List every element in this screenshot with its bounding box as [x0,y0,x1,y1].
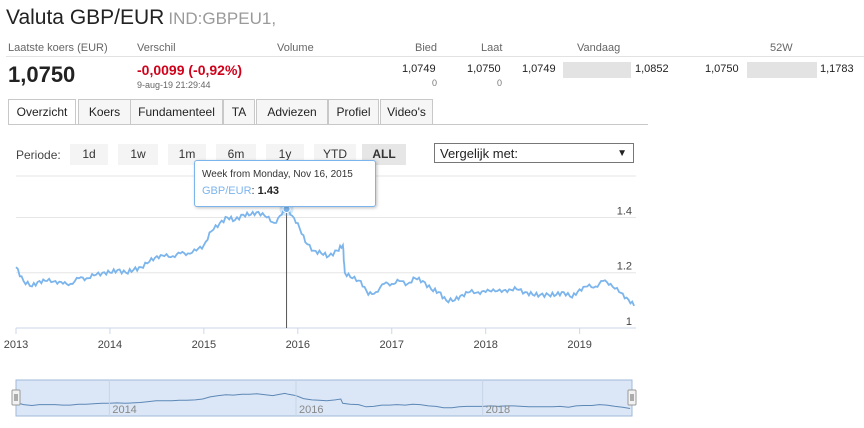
instrument-name: Valuta GBP/EUR [6,6,165,29]
ask-price: 1,0750 [467,63,501,75]
navigator-tick-label: 2014 [112,404,136,416]
period-ytd-button[interactable]: YTD [314,144,356,165]
last-price-label: Laatste koers (EUR) [8,42,108,54]
week52-range-bar [747,62,817,78]
compare-select-label: Vergelijk met: [440,146,519,161]
tab-profiel[interactable]: Profiel [328,99,379,124]
period-1m-button[interactable]: 1m [168,144,206,165]
bid-size: 0 [432,78,438,88]
tab-koers[interactable]: Koers [78,99,131,124]
x-axis: 2013 2014 2015 2016 2017 2018 2019 [4,327,636,351]
chevron-down-icon: ▼ [617,148,627,159]
bid-price: 1,0749 [402,63,436,75]
navigator-axis: 2014 2016 2018 [108,380,510,416]
periode-label: Periode: [16,148,61,162]
last-price: 1,0750 [8,62,76,87]
x-tick-label: 2019 [567,339,591,351]
navigator-series-line [15,392,631,409]
x-tick-label: 2018 [473,339,497,351]
y-tick-label: 1 [626,316,632,328]
period-1d-button[interactable]: 1d [70,144,108,165]
ask-label: Laat [481,42,503,54]
bid-label: Bied [415,42,438,54]
navigator-handle-right[interactable] [627,389,637,406]
navigator-window [15,379,633,417]
period-6m-button[interactable]: 6m [216,144,256,165]
volume-label: Volume [277,42,314,54]
tab-fundamenteel[interactable]: Fundamenteel [130,99,223,124]
week52-high: 1,1783 [820,63,854,75]
chart-tooltip: Week from Monday, Nov 16, 2015 GBP/EUR: … [194,160,376,207]
price-change: -0,0099 (-0,92%) [137,62,243,78]
x-tick-label: 2014 [98,339,122,351]
today-label: Vandaag [577,42,621,54]
series-line-gbp-eur [15,206,635,307]
navigator-handles [11,389,637,406]
tooltip-heading: Week from Monday, Nov 16, 2015 [202,169,353,180]
navigator-tick-label: 2018 [486,404,510,416]
tab-ta[interactable]: TA [223,99,255,124]
period-1w-button[interactable]: 1w [118,144,158,165]
x-tick-label: 2017 [380,339,404,351]
y-tick-label: 1.4 [617,205,632,217]
quote-timestamp: 9-aug-19 21:29:44 [137,80,211,90]
week52-low: 1,0750 [705,63,739,75]
week52-label: 52W [770,42,793,54]
y-tick-label: 1.2 [617,261,632,273]
x-tick-label: 2013 [4,339,28,351]
today-range-bar [563,62,631,78]
today-low: 1,0749 [522,63,556,75]
x-tick-label: 2016 [286,339,310,351]
tab-divider [8,124,648,125]
tab-overzicht[interactable]: Overzicht [8,99,76,125]
tooltip-value-row: GBP/EUR: 1.43 [202,185,280,197]
tab-videos[interactable]: Video's [380,99,433,124]
instrument-code: IND:GBPEU1, [168,9,277,28]
x-tick-label: 2015 [192,339,216,351]
period-all-button[interactable]: ALL [362,144,406,165]
compare-select[interactable]: Vergelijk met: ▼ [434,143,634,163]
header-divider [6,56,864,57]
change-label: Verschil [137,42,176,54]
page-title: Valuta GBP/EUR IND:GBPEU1, [6,6,276,30]
tooltip-series-name: GBP/EUR [202,185,252,197]
navigator-tick-label: 2016 [299,404,323,416]
period-1y-button[interactable]: 1y [266,144,304,165]
tooltip-value: 1.43 [257,185,280,197]
y-axis: 1 1.2 1.4 [617,205,632,328]
ask-size: 0 [497,78,503,88]
tab-adviezen[interactable]: Adviezen [256,99,328,124]
today-high: 1,0852 [635,63,669,75]
navigator-handle-left[interactable] [11,389,21,406]
